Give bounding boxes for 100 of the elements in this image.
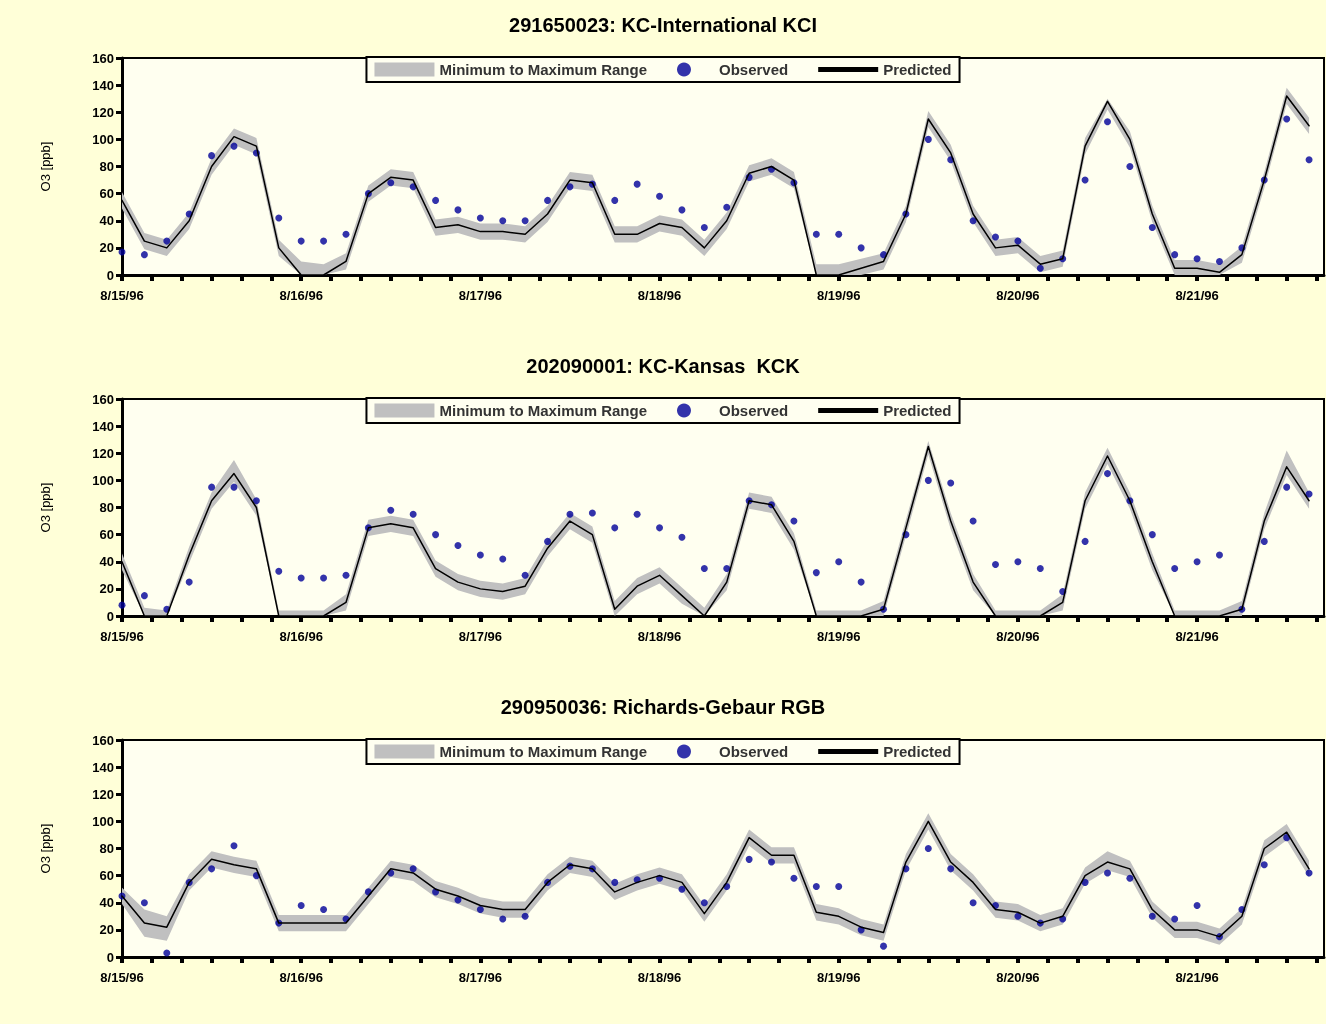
point	[611, 878, 619, 886]
point	[521, 571, 529, 579]
x-tick-label: 8/16/96	[279, 288, 323, 303]
y-tick-label: 60	[99, 527, 114, 543]
point	[230, 842, 238, 850]
point	[947, 865, 955, 873]
x-tick-label: 8/16/96	[279, 970, 323, 985]
annotation: Minimum to Maximum Range	[439, 743, 647, 760]
legend-label: Observed	[718, 743, 789, 760]
y-axis-title: O3 [ppb]	[38, 141, 53, 192]
y-tick-label: 0	[106, 608, 114, 624]
point	[566, 510, 574, 518]
point	[297, 574, 305, 582]
point	[835, 882, 843, 890]
point	[544, 537, 552, 545]
point	[320, 906, 328, 914]
y-tick-label: 100	[92, 131, 114, 147]
x-tick-label: 8/21/96	[1175, 288, 1219, 303]
point	[1104, 470, 1111, 478]
y-tick-label: 0	[106, 949, 114, 965]
point	[1148, 912, 1156, 920]
point	[633, 510, 641, 518]
chart-title: 291650023: KC-International KCI	[509, 14, 817, 36]
point	[700, 899, 708, 907]
y-tick-label: 40	[99, 895, 114, 911]
x-tick-label: 8/18/96	[637, 629, 682, 644]
legend-label: Predicted	[883, 743, 952, 760]
point	[611, 196, 619, 204]
y-tick-label: 0	[106, 267, 114, 283]
point	[208, 865, 216, 873]
point	[857, 578, 865, 586]
x-tick-label: 8/20/96	[996, 629, 1040, 644]
y-tick-label: 80	[99, 159, 114, 174]
y-tick-label: 80	[99, 841, 114, 856]
y-tick-label: 100	[92, 813, 114, 829]
point	[1104, 869, 1111, 877]
point	[611, 524, 619, 532]
y-tick-label: 160	[92, 50, 114, 66]
point	[678, 885, 686, 893]
point	[544, 196, 552, 204]
point	[969, 217, 977, 225]
point	[409, 510, 417, 518]
point	[924, 845, 932, 852]
x-tick-label: 8/16/96	[279, 629, 323, 644]
point	[588, 509, 596, 517]
legend-label: Predicted	[883, 402, 952, 419]
y-tick-label: 140	[92, 77, 114, 93]
point	[1305, 156, 1313, 164]
point	[723, 203, 731, 211]
point	[700, 565, 708, 573]
x-tick-label: 8/15/96	[100, 629, 144, 644]
y-axis-title: O3 [ppb]	[38, 482, 53, 533]
y-tick-label: 120	[92, 786, 114, 802]
point	[476, 906, 484, 914]
y-tick-label: 160	[92, 391, 114, 407]
x-tick-label: 8/15/96	[100, 970, 144, 985]
point	[320, 237, 328, 245]
y-tick-label: 140	[92, 418, 114, 434]
point	[1126, 163, 1134, 170]
y-tick-label: 20	[99, 581, 114, 597]
point	[140, 899, 148, 907]
chart-title: 290950036: Richards-Gebaur RGB	[500, 696, 826, 718]
point	[700, 224, 708, 232]
point	[521, 912, 529, 920]
point	[790, 874, 798, 882]
point	[1171, 251, 1179, 259]
point	[499, 915, 507, 923]
x-tick-label: 8/20/96	[996, 288, 1040, 303]
x-tick-label: 8/18/96	[637, 288, 682, 303]
legend-label: Predicted	[883, 61, 952, 78]
point	[320, 574, 328, 582]
point	[768, 858, 776, 866]
point	[297, 237, 305, 245]
x-tick-label: 8/17/96	[458, 288, 503, 303]
x-tick-label: 8/20/96	[996, 970, 1040, 985]
point	[297, 901, 305, 909]
point	[1081, 537, 1089, 545]
x-tick-label: 8/17/96	[458, 970, 503, 985]
point	[723, 565, 731, 573]
y-tick-label: 60	[99, 186, 114, 202]
point	[678, 533, 686, 541]
point	[1126, 874, 1134, 882]
point	[992, 233, 999, 241]
point	[656, 192, 664, 200]
y-tick-label: 120	[92, 445, 114, 461]
point	[835, 558, 843, 566]
point	[140, 592, 148, 600]
point	[185, 578, 193, 586]
point	[1215, 257, 1223, 265]
point	[1148, 224, 1156, 232]
x-tick-label: 8/21/96	[1175, 629, 1219, 644]
y-tick-label: 140	[92, 759, 114, 775]
point	[476, 214, 484, 222]
y-tick-label: 20	[99, 922, 114, 938]
y-tick-label: 120	[92, 104, 114, 120]
point	[499, 555, 507, 563]
point	[252, 497, 260, 505]
point	[342, 230, 350, 238]
point	[1283, 115, 1291, 123]
point	[1014, 912, 1022, 920]
